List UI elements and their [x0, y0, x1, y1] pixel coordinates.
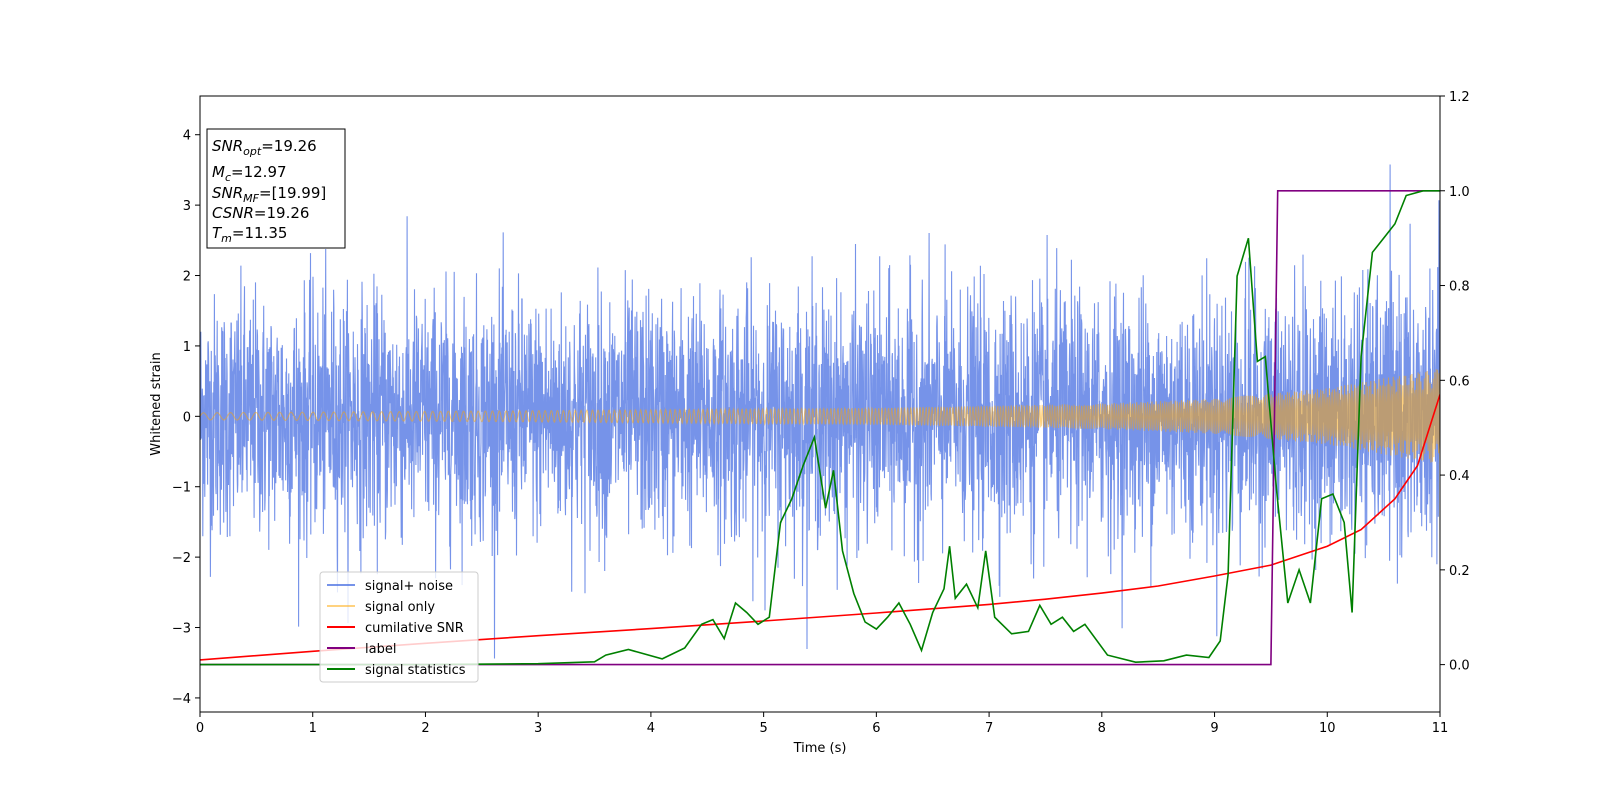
y-right-tick-label: 0.4: [1449, 469, 1470, 484]
series-cumilative-snr-line: [200, 394, 1440, 661]
x-tick-label: 6: [872, 721, 880, 736]
annotation-frame: [206, 128, 346, 249]
x-tick-label: 11: [1432, 721, 1449, 736]
legend-label-signal-only: signal only: [365, 600, 435, 615]
series-signal-statistics-line: [200, 190, 1440, 666]
x-tick-label: 9: [1210, 721, 1218, 736]
x-tick-label: 2: [421, 721, 429, 736]
y-left-tick-label: 3: [183, 199, 191, 214]
y-right-tick-label: 0.2: [1449, 564, 1470, 579]
legend-label-signal-noise: signal+ noise: [365, 579, 453, 594]
legend-label-signal-statistics: signal statistics: [365, 663, 466, 678]
y-left-tick-label: 0: [183, 410, 191, 425]
annotation-mc: Mc=12.97: [212, 163, 287, 184]
plot-area: [200, 164, 1440, 666]
y-axis-left-ticks: 4 3 2 1 0 −1 −2 −3 −4: [172, 129, 200, 707]
y-left-tick-label: −1: [172, 481, 191, 496]
y-axis-right-ticks: 1.2 1.0 0.8 0.6 0.4 0.2 0.0: [1440, 90, 1470, 674]
x-axis-label: Time (s): [793, 741, 847, 756]
x-tick-label: 5: [759, 721, 767, 736]
legend-item-signal-only: signal only: [327, 600, 435, 615]
legend-label-label: label: [365, 642, 396, 657]
x-tick-label: 0: [196, 721, 204, 736]
x-tick-label: 8: [1098, 721, 1106, 736]
annotation-box: SNRopt=19.26 Mc=12.97 SNRMF=[19.99] CSNR…: [206, 128, 346, 249]
legend-item-signal-statistics: signal statistics: [327, 663, 466, 678]
y-left-tick-label: 4: [183, 129, 191, 144]
y-right-tick-label: 0.6: [1449, 374, 1470, 389]
legend: signal+ noise signal only cumilative SNR…: [319, 571, 479, 683]
x-axis-ticks: 0 1 2 3 4 5 6 7 8 9 10 11: [196, 712, 1448, 736]
y-left-tick-label: 2: [183, 270, 191, 285]
y-left-tick-label: −4: [172, 692, 191, 707]
legend-label-cumilative-snr: cumilative SNR: [365, 621, 464, 636]
y-right-tick-label: 1.2: [1449, 90, 1470, 105]
legend-item-signal-noise: signal+ noise: [327, 579, 453, 594]
y-axis-label: Whitened strain: [149, 352, 164, 455]
series-label-line: [200, 190, 1440, 666]
y-left-tick-label: −2: [172, 551, 191, 566]
legend-item-cumilative-snr: cumilative SNR: [327, 621, 464, 636]
x-tick-label: 3: [534, 721, 542, 736]
legend-item-label: label: [327, 642, 396, 657]
x-tick-label: 1: [309, 721, 317, 736]
annotation-tm: Tm=11.35: [212, 224, 287, 245]
y-right-tick-label: 0.8: [1449, 280, 1470, 295]
y-left-tick-label: −3: [172, 622, 191, 637]
plot-frame: [199, 95, 1441, 713]
annotation-csnr: CSNR=19.26: [212, 204, 309, 222]
x-tick-label: 4: [647, 721, 655, 736]
annotation-snr-opt: SNRopt=19.26: [212, 137, 317, 158]
y-left-tick-label: 1: [183, 340, 191, 355]
y-right-tick-label: 0.0: [1449, 659, 1470, 674]
y-right-tick-label: 1.0: [1449, 185, 1470, 200]
x-tick-label: 7: [985, 721, 993, 736]
legend-frame: [319, 571, 479, 683]
x-tick-label: 10: [1319, 721, 1336, 736]
annotation-snr-mf: SNRMF=[19.99]: [212, 184, 326, 205]
